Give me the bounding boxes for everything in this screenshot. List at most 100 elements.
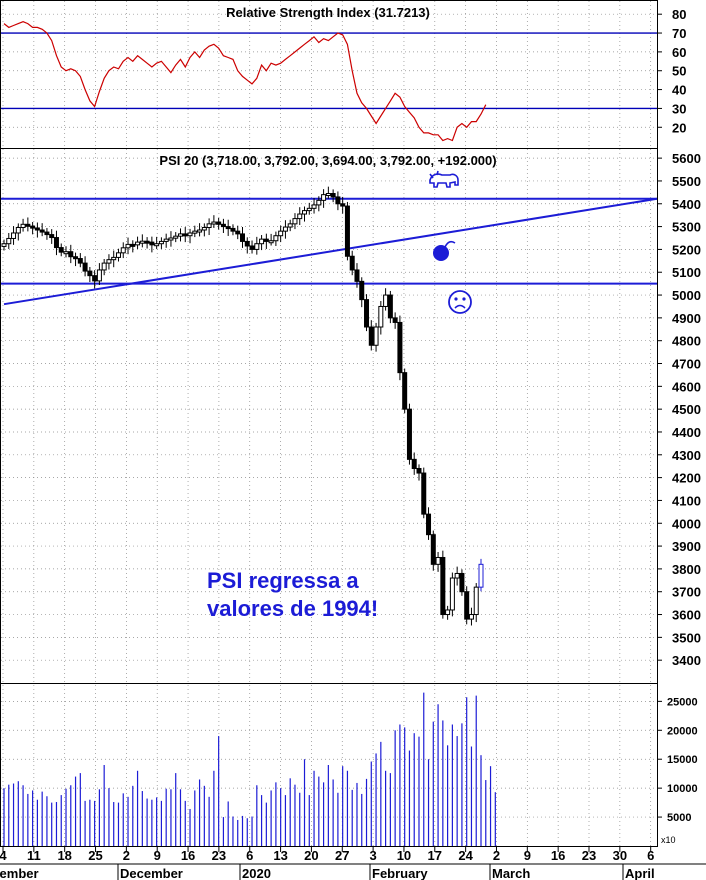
candle-body — [101, 262, 107, 271]
x-day-label: 11 — [27, 848, 41, 863]
candle-body — [244, 240, 250, 247]
x-day-label: 23 — [212, 848, 226, 863]
candle-body — [58, 247, 64, 253]
rsi-y-tick-label: 80 — [672, 7, 686, 22]
candle-body — [349, 255, 355, 271]
price-y-tick-label: 5600 — [672, 151, 701, 166]
candle-body — [249, 245, 255, 250]
candle-body — [216, 221, 222, 225]
candle-body — [192, 230, 198, 234]
candle-body — [53, 237, 59, 249]
candle-body — [230, 227, 236, 232]
candle-body — [311, 204, 317, 209]
price-y-tick-label: 5000 — [672, 288, 701, 303]
candle-body — [158, 240, 164, 245]
rsi-y-tick-label: 70 — [672, 26, 686, 41]
candle-body — [106, 259, 112, 264]
candle-body — [287, 223, 293, 228]
x-day-label: 17 — [428, 848, 442, 863]
rsi-y-tick-label: 20 — [672, 120, 686, 135]
price-y-tick-label: 4200 — [672, 471, 701, 486]
x-month-label: February — [372, 866, 428, 880]
rsi-panel-frame — [0, 0, 658, 149]
bull-icon — [429, 170, 459, 188]
annotation-line-2: valores de 1994! — [207, 596, 378, 621]
candle-body — [206, 223, 212, 229]
x-day-label: 18 — [57, 848, 71, 863]
candle-body — [130, 243, 136, 247]
x-day-label: 9 — [524, 848, 531, 863]
candle-body — [340, 203, 346, 207]
price-y-tick-label: 4500 — [672, 402, 701, 417]
rsi-panel — [1, 21, 657, 142]
rsi-y-tick-label: 50 — [672, 64, 686, 79]
sad-face-icon — [448, 290, 472, 314]
x-day-label: 24 — [458, 848, 473, 863]
candle-body — [368, 326, 374, 346]
candle-body — [1, 243, 7, 247]
candle-body — [397, 321, 403, 374]
candle-body — [68, 251, 74, 258]
candle-body — [426, 513, 432, 536]
price-y-tick-label: 3600 — [672, 608, 701, 623]
x-day-label: 9 — [154, 848, 161, 863]
candle-body — [135, 241, 141, 246]
price-y-tick-label: 5500 — [672, 174, 701, 189]
candle-body — [173, 235, 179, 239]
volume-y-tick-label: 20000 — [667, 725, 698, 737]
panel-frames — [0, 0, 658, 847]
candle-body — [15, 227, 21, 234]
candle-body — [168, 237, 174, 241]
candle-body — [302, 210, 308, 215]
x-month-label: 2020 — [242, 866, 271, 880]
candle-body — [77, 258, 83, 264]
x-day-label: 6 — [647, 848, 654, 863]
x-month-label: December — [120, 866, 183, 880]
candle-body — [464, 591, 470, 620]
candle-body — [235, 230, 241, 235]
candle-body — [435, 556, 441, 565]
bomb-icon — [433, 240, 456, 261]
price-y-tick-label: 4700 — [672, 357, 701, 372]
candle-body — [87, 270, 93, 277]
price-y-tick-label: 5400 — [672, 197, 701, 212]
price-y-tick-label: 5100 — [672, 265, 701, 280]
candle-body — [406, 408, 412, 460]
volume-y-tick-label: 10000 — [667, 783, 698, 795]
candle-body — [359, 280, 365, 301]
candle-body — [344, 205, 350, 257]
candle-body — [211, 221, 217, 225]
rsi-y-tick-label: 30 — [672, 101, 686, 116]
candle-body — [220, 223, 226, 228]
candle-body — [125, 243, 131, 249]
candle-body — [39, 229, 45, 233]
candle-body — [149, 241, 155, 246]
price-y-tick-label: 5300 — [672, 220, 701, 235]
candle-body — [115, 252, 121, 258]
candle-body — [421, 472, 427, 515]
candle-body — [6, 237, 12, 245]
candle-body — [201, 227, 207, 231]
candle-body — [454, 572, 460, 579]
candle-body — [459, 572, 465, 593]
price-y-tick-label: 5200 — [672, 242, 701, 257]
volume-y-tick-label: 5000 — [667, 812, 691, 824]
price-y-tick-label: 4000 — [672, 516, 701, 531]
candle-body — [144, 240, 150, 244]
candle-body — [44, 231, 50, 236]
annotation-line-1: PSI regressa a — [207, 568, 359, 593]
candle-body — [330, 193, 336, 198]
candle-body — [197, 229, 203, 233]
price-title: PSI 20 (3,718.00, 3,792.00, 3,694.00, 3,… — [159, 153, 496, 168]
candle-body — [63, 251, 69, 255]
price-y-tick-label: 3700 — [672, 585, 701, 600]
price-y-tick-label: 3800 — [672, 562, 701, 577]
candle-body — [325, 193, 331, 196]
candle-body — [20, 223, 26, 229]
candle-body — [96, 269, 102, 282]
x-day-label: 10 — [397, 848, 411, 863]
price-y-tick-label: 3500 — [672, 630, 701, 645]
candle-body — [335, 196, 341, 205]
candle-body — [268, 240, 274, 244]
